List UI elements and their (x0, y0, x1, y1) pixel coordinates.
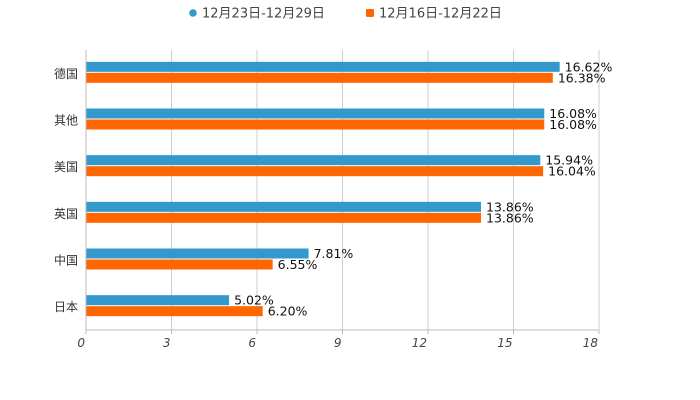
bar-series-1 (86, 72, 553, 83)
legend-label-series-0: 12月23日-12月29日 (202, 7, 325, 22)
bar-series-0 (86, 248, 309, 259)
data-label-series-1: 16.08% (549, 117, 597, 132)
bar-series-0 (86, 155, 541, 166)
x-tick-label: 6 (248, 336, 256, 350)
bar-series-0 (86, 201, 482, 212)
data-label-series-1: 16.38% (558, 70, 606, 85)
bar-series-1 (86, 166, 544, 177)
data-label-series-0: 13.86% (486, 199, 534, 214)
category-label: 美国 (54, 160, 78, 174)
bar-series-1 (86, 259, 273, 270)
axes: 0 3 6 9 12 15 18 (77, 50, 600, 350)
x-tick-label: 3 (163, 336, 171, 350)
legend: 12月23日-12月29日 12月16日-12月22日 (189, 7, 502, 22)
bar-series-0 (86, 108, 545, 119)
data-label-series-0: 7.81% (314, 246, 354, 261)
category-label: 日本 (54, 300, 78, 314)
data-label-series-0: 15.94% (545, 153, 593, 168)
x-tick-label: 18 (583, 336, 599, 350)
bar-series-0 (86, 295, 230, 306)
x-tick-label: 12 (412, 336, 427, 350)
bar-series-1 (86, 212, 482, 223)
gridlines (171, 50, 600, 330)
category-label: 英国 (54, 207, 78, 221)
bar-series-1 (86, 306, 263, 317)
bars: 德国 16.62%16.38% 其他 16.08%16.08% 美国 15.94%16.0… (54, 59, 612, 318)
x-tick-label: 9 (334, 336, 342, 350)
legend-marker-series-1 (366, 9, 374, 17)
data-label-series-0: 16.62% (565, 59, 613, 74)
x-tick-label: 0 (77, 336, 85, 350)
category-label: 其他 (54, 114, 78, 128)
bar-series-1 (86, 119, 545, 130)
legend-marker-series-0 (189, 9, 197, 17)
x-tick-label: 15 (497, 336, 512, 350)
legend-label-series-1: 12月16日-12月22日 (379, 7, 502, 22)
data-label-series-1: 6.55% (278, 257, 318, 272)
data-label-series-1: 6.20% (268, 304, 308, 319)
category-label: 中国 (54, 253, 78, 268)
data-label-series-1: 13.86% (486, 210, 534, 225)
data-label-series-0: 16.08% (549, 106, 597, 121)
data-label-series-1: 16.04% (548, 164, 596, 179)
data-label-series-0: 5.02% (234, 293, 274, 308)
bar-series-0 (86, 61, 560, 72)
category-label: 德国 (54, 66, 78, 81)
